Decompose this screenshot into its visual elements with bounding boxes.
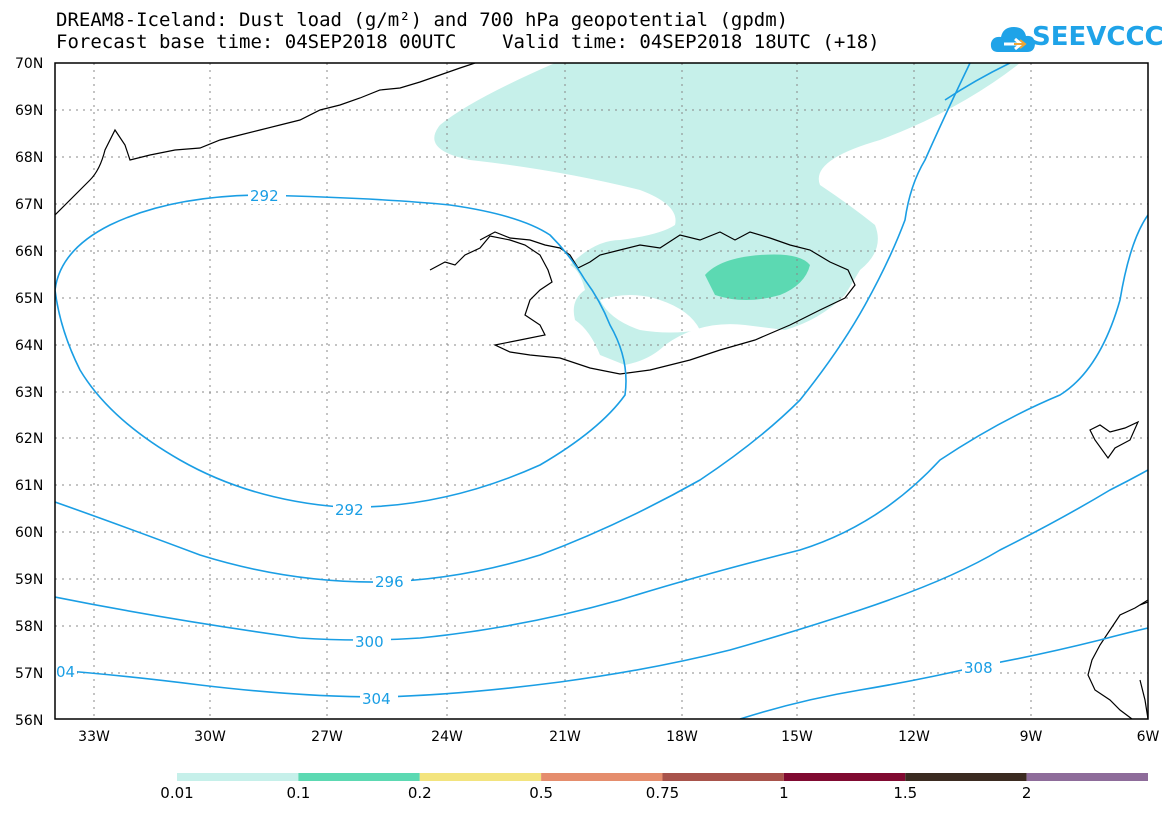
lon-label: 6W: [1137, 729, 1160, 745]
logo-text: SEEVCCC: [1032, 22, 1164, 52]
lat-label: 69N: [15, 103, 43, 119]
contour-300: [55, 214, 1148, 641]
legend-label: 0.5: [529, 784, 554, 802]
contour-label: 308: [964, 659, 993, 677]
scotland-coast: [1087, 599, 1148, 719]
lat-label: 61N: [15, 478, 43, 494]
contour-label: 292: [335, 501, 364, 519]
dust-area-mid: [705, 254, 810, 300]
contour-292: [55, 194, 627, 508]
lat-label: 63N: [15, 385, 43, 401]
dust-area-low: [434, 63, 1020, 365]
contour-label: 300: [355, 633, 384, 651]
lat-label: 59N: [15, 572, 43, 588]
contour-labels: 292 292 296 300 304 04 308: [55, 186, 1000, 708]
legend-swatch: [177, 773, 299, 781]
lat-label: 67N: [15, 197, 43, 213]
lon-label: 15W: [781, 729, 813, 745]
lat-label: 62N: [15, 431, 43, 447]
contour-label: 04: [56, 663, 75, 681]
contour-296: [55, 63, 971, 583]
lat-label: 57N: [15, 666, 43, 682]
lon-label: 9W: [1020, 729, 1043, 745]
lat-label: 60N: [15, 525, 43, 541]
lat-label: 70N: [15, 56, 43, 72]
legend-label: 2: [1021, 784, 1032, 802]
lat-label: 68N: [15, 150, 43, 166]
legend-colorbar: [177, 773, 1148, 781]
lat-label: 58N: [15, 619, 43, 635]
contour-label: 292: [250, 187, 279, 205]
legend-swatch: [1026, 773, 1148, 781]
faroe-coast: [1089, 420, 1140, 460]
legend-swatch: [298, 773, 420, 781]
legend-label: 0.75: [645, 784, 680, 802]
contour-308: [739, 627, 1148, 719]
legend-label: 0.1: [286, 784, 311, 802]
legend-swatch: [541, 773, 663, 781]
legend-swatch: [783, 773, 906, 781]
lon-label: 12W: [898, 729, 930, 745]
lat-label: 64N: [15, 338, 43, 354]
legend-swatch: [905, 773, 1027, 781]
legend-label: 1.5: [893, 784, 918, 802]
lat-label: 66N: [15, 244, 43, 260]
lon-label: 27W: [311, 729, 343, 745]
lat-label: 65N: [15, 291, 43, 307]
lat-label: 56N: [15, 713, 43, 729]
contour-label: 296: [375, 573, 404, 591]
lon-label: 33W: [78, 729, 110, 745]
cloud-arrow-icon: [990, 27, 1035, 52]
latitude-labels: 70N 69N 68N 67N 66N 65N 64N 63N 62N 61N …: [15, 56, 43, 729]
legend-swatch: [662, 773, 784, 781]
lon-label: 24W: [431, 729, 463, 745]
contour-304: [55, 469, 1148, 698]
map-frame: [54, 62, 1149, 720]
legend-label: 0.2: [407, 784, 432, 802]
contour-label: 304: [362, 690, 391, 708]
map-subtitle: Forecast base time: 04SEP2018 00UTC Vali…: [56, 31, 880, 53]
contour-308-north: [944, 63, 1011, 101]
legend-swatch: [419, 773, 542, 781]
longitude-labels: 33W 30W 27W 24W 21W 18W 15W 12W 9W 6W: [78, 729, 1159, 745]
dust-gap-1: [600, 295, 700, 333]
lon-label: 18W: [666, 729, 698, 745]
legend-label: 1: [779, 784, 789, 802]
legend-label: 0.01: [160, 784, 194, 802]
coastlines: [55, 63, 1148, 719]
shetland-coast: [1139, 601, 1148, 606]
graticule: [55, 63, 1148, 719]
iceland-coast: [429, 231, 856, 375]
lon-label: 30W: [194, 729, 226, 745]
lon-label: 21W: [549, 729, 581, 745]
map-title: DREAM8-Iceland: Dust load (g/m²) and 700…: [56, 9, 789, 31]
greenland-coast: [55, 63, 476, 216]
